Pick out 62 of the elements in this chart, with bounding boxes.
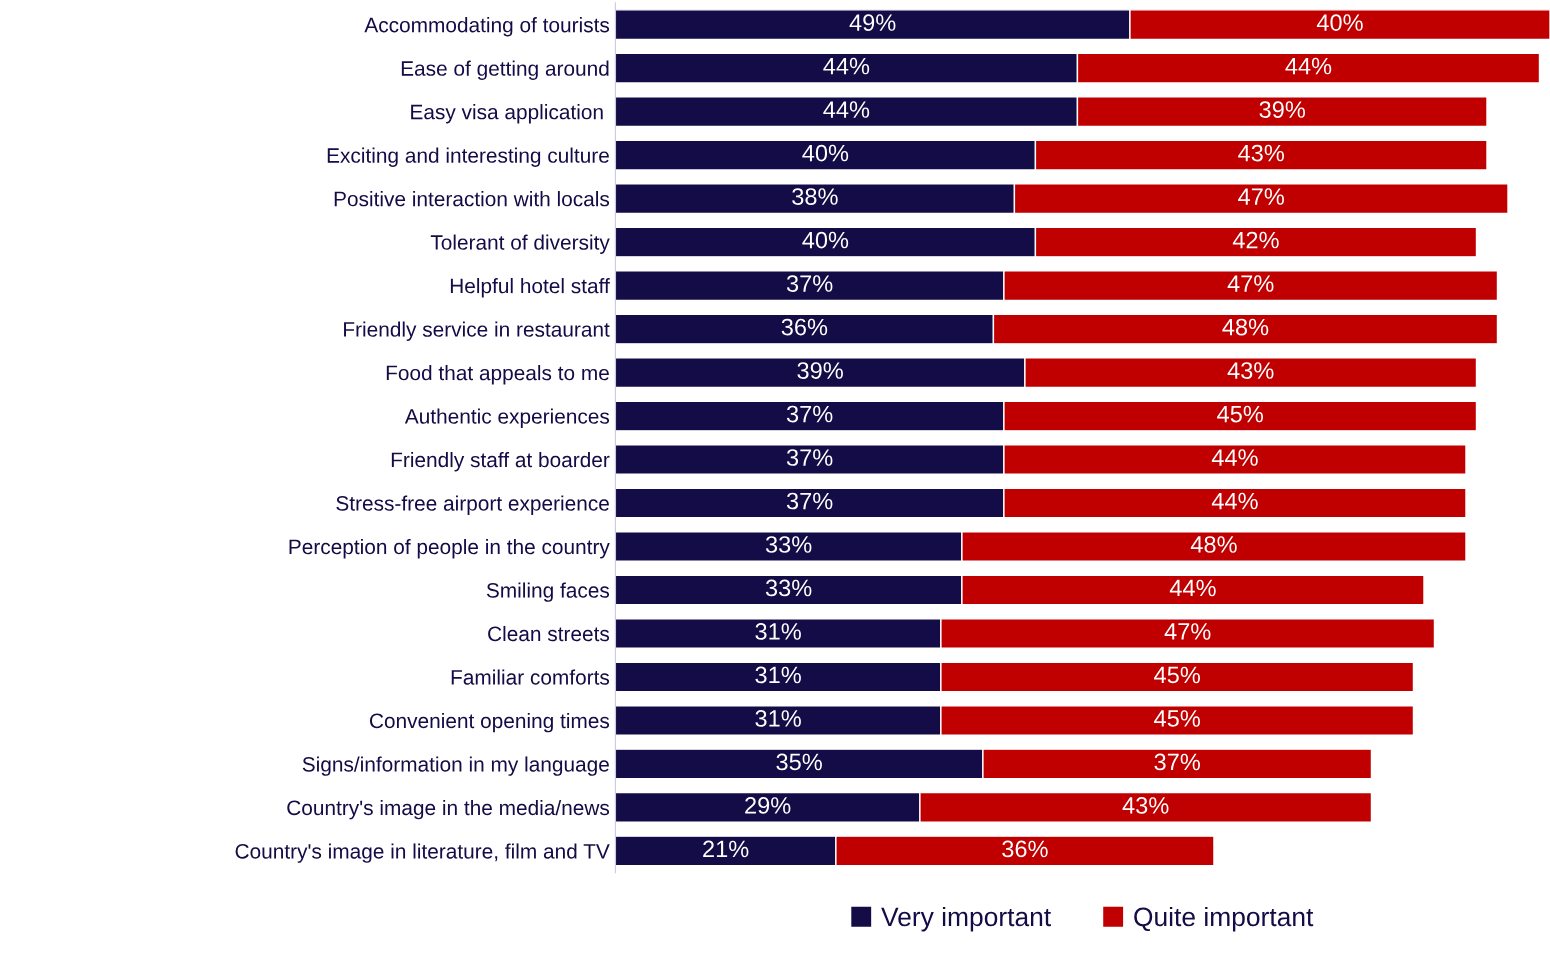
data-label: 37% <box>786 405 833 423</box>
y-tick-label: Accommodating of tourists <box>364 17 610 37</box>
data-label: 47% <box>1164 623 1211 640</box>
data-label: 40% <box>1316 14 1363 31</box>
data-label: 37% <box>786 492 833 510</box>
data-label: 48% <box>1222 318 1269 336</box>
data-label: 45% <box>1154 710 1200 727</box>
y-tick-label: Authentic experiences <box>404 408 610 428</box>
y-tick-label: Clean streets <box>488 625 610 642</box>
data-label: 31% <box>755 666 801 684</box>
data-label: 43% <box>1227 362 1274 379</box>
legend-label: Very important <box>881 906 1051 932</box>
y-tick-label: Food that appeals to me <box>386 365 609 385</box>
y-tick-label: Tolerant of diversity <box>430 234 610 254</box>
data-label: 37% <box>786 275 833 292</box>
data-label: 33% <box>765 536 812 553</box>
y-tick-label: Country's image in literature, film and TV <box>235 843 610 863</box>
data-label: 42% <box>1232 231 1279 249</box>
data-label: 38% <box>792 188 838 205</box>
data-label: 37% <box>786 449 833 466</box>
data-label: 43% <box>1122 797 1169 814</box>
data-label: 44% <box>1211 449 1258 466</box>
data-label: 47% <box>1227 275 1274 292</box>
data-label: 40% <box>802 144 849 162</box>
data-label: 44% <box>823 57 870 75</box>
y-tick-label: Positive interaction with locals <box>334 191 610 207</box>
data-label: 33% <box>765 579 812 597</box>
data-label: 43% <box>1238 144 1284 162</box>
y-tick-label: Easy visa application <box>411 104 603 124</box>
y-tick-label: Helpful hotel staff <box>450 278 610 298</box>
data-label: 49% <box>849 14 896 31</box>
data-label: 31% <box>755 623 801 640</box>
data-label: 44% <box>1211 492 1258 510</box>
data-label: 36% <box>781 318 828 336</box>
data-label: 48% <box>1190 536 1237 553</box>
y-tick-label: Convenient opening times <box>369 712 610 733</box>
y-tick-label: Perception of people in the country <box>289 538 610 559</box>
data-label: 29% <box>745 797 791 814</box>
data-label: 36% <box>1002 840 1048 858</box>
data-label: 47% <box>1238 188 1284 205</box>
data-label: 45% <box>1217 405 1263 423</box>
data-label: 44% <box>823 101 870 118</box>
data-label: 39% <box>1259 101 1305 118</box>
y-tick-label: Stress-free airport experience <box>336 495 609 515</box>
y-tick-label: Signs/information in my language <box>302 756 609 776</box>
y-tick-label: Smiling faces <box>486 582 610 602</box>
data-label: 39% <box>797 362 843 379</box>
data-label: 21% <box>703 840 749 858</box>
y-tick-label: Ease of getting around <box>401 60 609 80</box>
data-label: 37% <box>1154 753 1200 771</box>
data-label: 31% <box>755 710 801 727</box>
data-label: 44% <box>1169 579 1216 597</box>
y-tick-label: Country's image in the media/news <box>287 799 610 820</box>
y-tick-label: Exciting and interesting culture <box>327 147 609 167</box>
data-label: 44% <box>1285 57 1332 75</box>
legend-label: Quite important <box>1134 906 1314 932</box>
data-label: 45% <box>1154 666 1200 684</box>
y-tick-label: Friendly staff at boarder <box>391 451 610 472</box>
y-tick-label: Familiar comforts <box>451 669 610 685</box>
data-label: 35% <box>776 753 822 771</box>
data-label: 40% <box>802 231 849 249</box>
y-tick-label: Friendly service in restaurant <box>344 321 610 341</box>
